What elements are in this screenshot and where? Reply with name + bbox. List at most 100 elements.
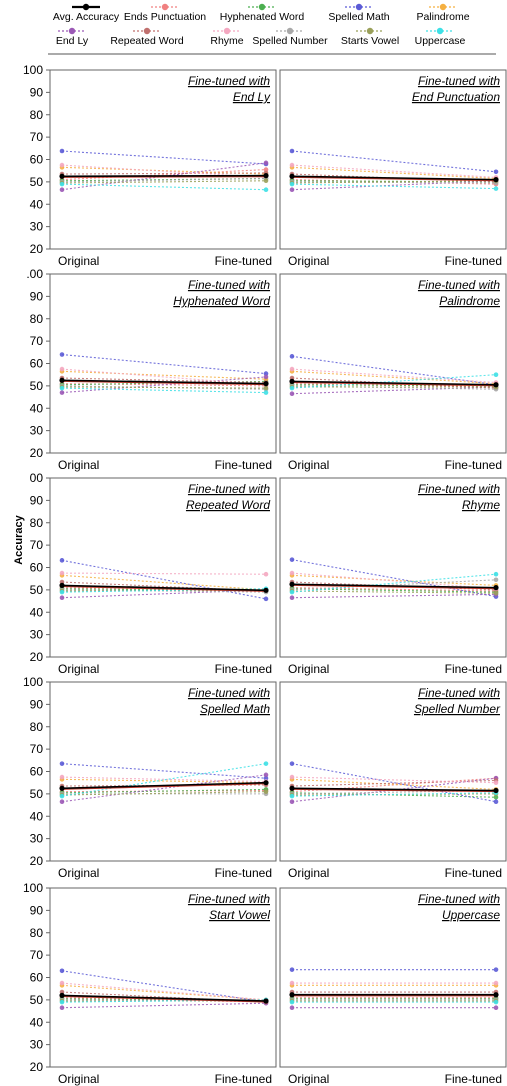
data-point — [263, 390, 269, 395]
legend-label: Avg. Accuracy — [53, 11, 120, 23]
legend-label: Rhyme — [210, 35, 243, 47]
series-avg-accuracy — [59, 992, 269, 1004]
plot-frame — [279, 69, 507, 250]
y-tick-label: 60 — [30, 153, 44, 167]
panel-title-line2: End Punctuation — [412, 90, 500, 104]
series-uppercase — [59, 181, 269, 193]
data-point — [263, 998, 269, 1004]
panel-title-line1: Fine-tuned with — [188, 278, 270, 292]
panel-title-line1: Fine-tuned with — [188, 74, 270, 88]
data-point — [263, 167, 269, 172]
series-line — [61, 584, 267, 592]
legend-entry: Ends Punctuation — [124, 3, 206, 23]
panel-title-line2: Hyphenated Word — [173, 294, 270, 308]
legend-marker — [223, 27, 231, 35]
series-line — [61, 994, 267, 1002]
data-point — [59, 589, 65, 595]
y-tick-label: 80 — [30, 720, 44, 734]
panel-title-line2: Start Vowel — [209, 908, 270, 922]
legend-marker — [286, 27, 294, 35]
x-tick-label: Fine-tuned — [445, 1072, 502, 1086]
legend-entry: Avg. Accuracy — [53, 3, 120, 23]
series-line-shadow — [61, 783, 267, 790]
legend-marker — [355, 3, 363, 11]
plot-frame — [279, 681, 507, 862]
panels: 100 90 80 70 60 50 40 30 20 Original Fine-tuned Fin… — [23, 63, 507, 1086]
legend-entry: Starts Vowel — [341, 27, 399, 47]
x-tick-label: Fine-tuned — [215, 662, 272, 676]
panel-title-line1: Fine-tuned with — [188, 892, 270, 906]
series-line — [61, 150, 267, 165]
data-point — [59, 181, 65, 187]
legend-label: Ends Punctuation — [124, 11, 206, 23]
x-tick-label: Fine-tuned — [215, 458, 272, 472]
series-line — [61, 781, 267, 790]
y-tick-label: 70 — [30, 948, 44, 962]
x-tick-label: Original — [288, 254, 329, 268]
data-point — [493, 980, 499, 986]
x-tick-label: Fine-tuned — [445, 866, 502, 880]
data-point — [263, 596, 269, 602]
x-tick-label: Fine-tuned — [445, 662, 502, 676]
x-tick-label: Fine-tuned — [445, 254, 502, 268]
series-line — [61, 354, 267, 375]
series-avg-accuracy — [59, 173, 269, 179]
data-point — [59, 148, 65, 154]
chart-panel: Original Fine-tuned Fine-tuned with End Pun… — [279, 69, 507, 268]
y-tick-label: 20 — [30, 650, 44, 664]
series-spelled-math — [59, 352, 269, 376]
series-line-shadow — [291, 176, 497, 182]
data-point — [59, 377, 65, 383]
y-tick-label: 30 — [30, 1038, 44, 1052]
legend-marker — [436, 27, 444, 35]
series-line — [291, 380, 497, 386]
series-avg-accuracy — [289, 378, 499, 388]
y-tick-label: 50 — [30, 583, 44, 597]
x-tick-label: Fine-tuned — [215, 1072, 272, 1086]
data-point — [493, 186, 499, 191]
data-point — [289, 385, 295, 391]
legend-marker — [439, 3, 447, 11]
y-tick-label: 40 — [30, 197, 44, 211]
series-line — [291, 763, 497, 803]
series-uppercase — [59, 761, 269, 799]
data-point — [289, 148, 295, 154]
data-point — [59, 999, 65, 1005]
y-tick-label: 100 — [23, 63, 43, 77]
x-tick-label: Original — [58, 1072, 99, 1086]
series-line — [61, 776, 267, 783]
data-point — [59, 793, 65, 799]
y-tick-label: 40 — [30, 605, 44, 619]
series-line — [291, 175, 497, 181]
chart-panel: 100 90 80 70 60 50 40 30 20 Original Fine-tuned Fin… — [23, 63, 277, 268]
data-point — [59, 366, 65, 372]
series-avg-accuracy — [289, 173, 499, 183]
series-spelled-math — [59, 558, 269, 602]
series-ends-punctuation — [59, 167, 269, 182]
panel-title-line1: Fine-tuned with — [418, 686, 500, 700]
data-point — [493, 585, 499, 591]
x-tick-label: Original — [288, 458, 329, 472]
data-point — [493, 571, 499, 577]
data-point — [59, 570, 65, 576]
data-point — [289, 799, 295, 805]
series-line — [61, 376, 267, 394]
series-line — [291, 573, 497, 593]
data-point — [289, 761, 295, 766]
data-point — [59, 390, 65, 395]
data-point — [289, 181, 295, 187]
y-tick-label: 70 — [30, 334, 44, 348]
data-point — [263, 789, 269, 794]
panel-title-line1: Fine-tuned with — [418, 278, 500, 292]
y-tick-label: 50 — [30, 993, 44, 1007]
series-line — [291, 559, 497, 598]
y-tick-label: 70 — [30, 742, 44, 756]
data-point — [59, 761, 65, 766]
y-tick-label: 80 — [30, 108, 44, 122]
series-line — [61, 1002, 267, 1009]
y-tick-label: 30 — [30, 628, 44, 642]
y-tick-label: 20 — [30, 446, 44, 460]
series-palindrome — [289, 983, 499, 988]
chart-panel: Original Fine-tuned Fine-tuned with Palindr… — [279, 273, 507, 472]
y-tick-label: 60 — [30, 971, 44, 985]
